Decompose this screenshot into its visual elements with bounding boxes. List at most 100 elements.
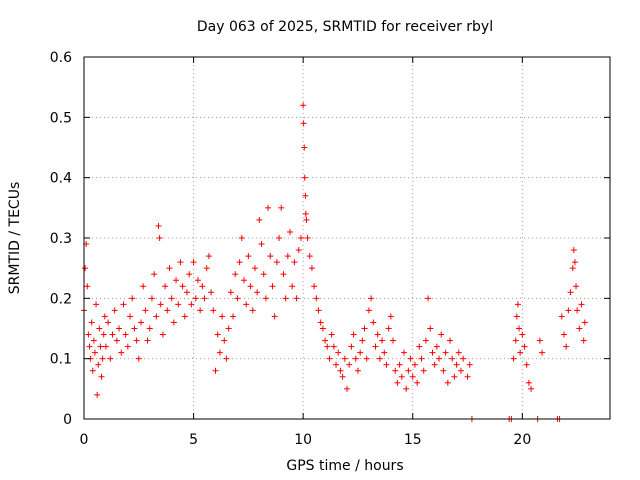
data-point [223, 355, 230, 362]
data-point [306, 253, 313, 260]
data-point [271, 313, 278, 320]
data-point [238, 235, 245, 241]
data-point [236, 259, 243, 266]
data-point [300, 120, 307, 127]
data-point [133, 337, 140, 344]
data-point [240, 277, 247, 284]
data-point [99, 355, 106, 362]
data-point [170, 319, 177, 326]
data-point [560, 331, 567, 338]
data-point [359, 337, 366, 344]
data-point [127, 313, 134, 320]
data-point [101, 313, 108, 320]
data-point [510, 355, 517, 362]
data-point [247, 283, 254, 290]
data-point [192, 295, 199, 302]
data-point [173, 277, 180, 284]
data-point [289, 283, 296, 290]
data-point [576, 325, 583, 332]
data-point [260, 271, 267, 278]
data-point [436, 355, 443, 362]
x-tick-label: 15 [404, 432, 422, 448]
data-point [431, 361, 438, 368]
data-point [181, 313, 188, 320]
data-point [573, 283, 580, 290]
data-point [124, 343, 131, 350]
data-point [262, 295, 269, 302]
data-point [398, 373, 405, 380]
y-tick-label: 0.5 [50, 110, 72, 126]
data-point [357, 349, 364, 356]
data-point [516, 325, 523, 332]
data-point [95, 361, 102, 368]
data-point [405, 367, 412, 374]
data-point [333, 361, 340, 368]
data-point [179, 283, 186, 290]
data-point [278, 204, 285, 211]
axes-layer: 0 0.1 0.2 0.3 0.4 0.5 0.6 0 5 10 15 20 [50, 50, 611, 448]
x-tick-label: 0 [80, 432, 89, 448]
y-tick-label: 0.3 [50, 231, 72, 247]
data-point [425, 295, 432, 302]
data-point [230, 313, 237, 320]
data-point [216, 349, 223, 356]
data-point [142, 307, 149, 314]
data-point [302, 192, 309, 199]
data-point [96, 325, 103, 332]
data-point [317, 319, 324, 326]
data-point [418, 355, 425, 362]
data-point [528, 385, 535, 392]
data-point [411, 361, 418, 368]
data-point [379, 337, 386, 344]
data-point [525, 379, 532, 386]
data-point [245, 253, 252, 260]
x-tick-label: 10 [294, 432, 312, 448]
data-point [287, 228, 294, 235]
data-point [276, 235, 283, 241]
data-point [254, 289, 261, 296]
data-point [539, 349, 546, 356]
data-point [341, 355, 348, 362]
data-point [86, 343, 93, 350]
data-point [221, 337, 228, 344]
data-point [184, 289, 191, 296]
data-point [427, 325, 434, 332]
data-point [219, 313, 226, 320]
data-point [513, 313, 520, 320]
data-point [571, 259, 578, 266]
data-point [91, 349, 98, 356]
data-point [151, 271, 158, 278]
data-point [460, 355, 467, 362]
data-point [144, 337, 151, 344]
data-point [197, 307, 204, 314]
x-tick-label: 5 [189, 432, 198, 448]
data-point [442, 349, 449, 356]
data-point [243, 301, 250, 308]
data-point [89, 367, 96, 374]
data-point [280, 271, 287, 278]
data-point [416, 343, 423, 350]
data-point [293, 295, 300, 302]
data-point [346, 361, 353, 368]
data-point [205, 253, 212, 260]
data-point [301, 144, 308, 151]
data-point [214, 331, 221, 338]
data-point [199, 283, 206, 290]
data-point [203, 265, 210, 272]
data-point [157, 301, 164, 308]
data-point [409, 373, 416, 380]
data-point [350, 331, 357, 338]
data-point [304, 235, 311, 241]
data-point [420, 367, 427, 374]
x-tick-label: 20 [513, 432, 531, 448]
data-point [164, 307, 171, 314]
data-point [335, 349, 342, 356]
data-point [519, 331, 526, 338]
data-point [234, 295, 241, 302]
data-point [97, 343, 104, 350]
data-point [186, 271, 193, 278]
data-point [159, 331, 166, 338]
y-tick-label: 0.6 [50, 50, 72, 66]
data-point [90, 337, 97, 344]
data-point [210, 307, 217, 314]
